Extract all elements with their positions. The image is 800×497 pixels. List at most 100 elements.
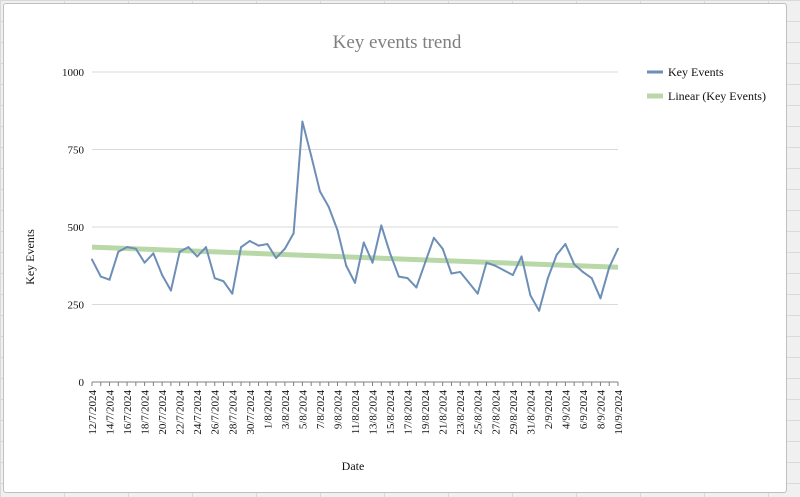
data-point: [240, 246, 243, 249]
x-tick-label: 4/9/2024: [560, 390, 572, 430]
data-point: [467, 281, 470, 284]
data-point: [117, 250, 120, 253]
x-tick-label: 25/8/2024: [473, 390, 485, 435]
y-tick-label: 750: [68, 145, 85, 157]
y-tick-label: 1000: [62, 67, 85, 79]
data-point: [327, 205, 330, 208]
data-point: [257, 244, 260, 247]
x-tick-label: 2/9/2024: [543, 390, 555, 430]
data-point: [397, 275, 400, 278]
data-point: [310, 154, 313, 157]
y-axis-label: Key Events: [23, 229, 37, 285]
data-point: [459, 270, 462, 273]
data-point: [450, 272, 453, 275]
x-axis-label: Date: [342, 459, 365, 473]
data-point: [336, 229, 339, 232]
x-tick-label: 21/8/2024: [438, 390, 450, 435]
x-tick-label: 8/9/2024: [595, 390, 607, 430]
x-tick-label: 20/7/2024: [157, 390, 169, 435]
data-point: [617, 247, 619, 250]
data-point: [161, 274, 164, 277]
chart-title: Key events trend: [333, 32, 462, 53]
x-tick-label: 12/7/2024: [87, 390, 99, 435]
x-tick-label: 11/8/2024: [350, 390, 362, 435]
x-tick-label: 29/8/2024: [508, 390, 520, 435]
x-tick-label: 28/7/2024: [227, 390, 239, 435]
data-point: [494, 264, 497, 267]
data-point: [292, 232, 295, 235]
data-point: [275, 257, 278, 259]
data-point: [581, 270, 584, 273]
y-tick-label: 500: [68, 222, 85, 234]
trendline-linear-key-events: [91, 244, 619, 270]
chart-container[interactable]: Key events trend 0 250 500 750 1000 12/7/202…: [3, 3, 787, 493]
data-point: [590, 277, 593, 280]
data-point: [573, 263, 576, 266]
x-tick-label: 1/8/2024: [262, 390, 274, 430]
x-tick-label: 10/9/2024: [613, 390, 625, 435]
x-tick-label: 16/7/2024: [122, 390, 134, 435]
data-point: [564, 243, 567, 246]
x-tick-label: 18/7/2024: [140, 390, 152, 435]
data-point: [187, 246, 190, 249]
y-tick-label: 0: [79, 377, 85, 389]
data-point: [476, 292, 479, 295]
x-tick-label: 30/7/2024: [245, 390, 257, 435]
data-point: [432, 236, 435, 239]
series-group: [91, 120, 619, 312]
line-chart: Key events trend 0 250 500 750 1000 12/7/202…: [23, 32, 766, 473]
data-point: [91, 258, 93, 261]
data-point: [511, 274, 514, 277]
trendline-group: [91, 244, 619, 270]
data-point: [406, 277, 409, 280]
data-point: [380, 224, 383, 227]
data-point: [99, 275, 102, 278]
data-point: [126, 246, 129, 249]
legend-label-key-events: Key Events: [668, 65, 724, 79]
x-tick-label: 19/8/2024: [420, 390, 432, 435]
data-point: [441, 247, 444, 250]
data-point: [178, 250, 181, 253]
data-point: [546, 277, 549, 280]
data-point: [415, 286, 418, 289]
data-point: [152, 252, 155, 255]
x-tick-label: 31/8/2024: [525, 390, 537, 435]
data-point: [266, 243, 269, 246]
x-tick-label: 15/8/2024: [385, 390, 397, 435]
data-point: [196, 255, 199, 258]
legend-label-linear-trend: Linear (Key Events): [668, 89, 766, 103]
data-point: [301, 120, 304, 123]
x-tick-label: 3/8/2024: [280, 390, 292, 430]
data-point: [318, 190, 321, 193]
data-point: [371, 261, 374, 264]
x-tick-label: 13/8/2024: [368, 390, 380, 435]
data-point: [248, 239, 251, 242]
x-tick-label: 23/8/2024: [455, 390, 467, 435]
data-point: [529, 294, 532, 297]
x-tick-label: 22/7/2024: [175, 390, 187, 435]
data-point: [204, 246, 207, 249]
data-point: [354, 281, 356, 284]
data-point: [362, 241, 365, 244]
data-point: [283, 247, 286, 250]
data-point: [143, 261, 146, 264]
x-axis-ticks: 12/7/2024 14/7/2024 16/7/2024 18/7/2024 20/7…: [87, 382, 625, 435]
data-point: [599, 297, 602, 300]
data-point: [538, 309, 541, 312]
data-point: [345, 264, 348, 267]
data-point: [555, 253, 558, 256]
data-point: [222, 280, 225, 283]
y-tick-label: 250: [68, 300, 85, 312]
data-point: [608, 266, 611, 269]
data-point: [520, 255, 523, 258]
x-tick-label: 17/8/2024: [403, 390, 415, 435]
data-point: [169, 289, 172, 292]
y-axis-ticks: 0 250 500 750 1000: [62, 67, 85, 389]
data-point: [389, 252, 392, 255]
x-tick-label: 14/7/2024: [105, 390, 117, 435]
data-point: [503, 269, 506, 272]
legend: Key Events Linear (Key Events): [647, 65, 766, 103]
gridlines: [92, 71, 618, 383]
x-tick-label: 6/9/2024: [578, 390, 590, 430]
data-point: [108, 278, 111, 281]
